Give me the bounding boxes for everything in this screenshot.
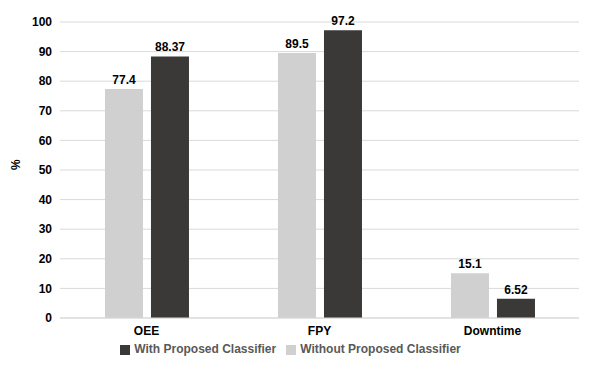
svg-text:OEE: OEE [134, 324, 159, 338]
svg-text:50: 50 [39, 163, 53, 177]
svg-text:77.4: 77.4 [112, 73, 136, 87]
svg-text:100: 100 [32, 15, 52, 29]
svg-text:70: 70 [39, 104, 53, 118]
svg-text:10: 10 [39, 282, 53, 296]
svg-text:%: % [9, 159, 23, 170]
svg-text:6.52: 6.52 [504, 283, 528, 297]
svg-text:89.5: 89.5 [285, 37, 309, 51]
html-text:With Proposed Classifier: With Proposed Classifier [134, 342, 277, 356]
svg-text:80: 80 [39, 74, 53, 88]
svg-text:20: 20 [39, 252, 53, 266]
svg-text:97.2: 97.2 [331, 14, 355, 28]
svg-text:15.1: 15.1 [458, 257, 482, 271]
svg-text:60: 60 [39, 134, 53, 148]
svg-text:30: 30 [39, 222, 53, 236]
svg-text:FPY: FPY [308, 324, 331, 338]
svg-text:90: 90 [39, 45, 53, 59]
svg-text:Downtime: Downtime [464, 324, 522, 338]
html-text:Without Proposed Classifier: Without Proposed Classifier [300, 342, 461, 356]
svg-text:40: 40 [39, 193, 53, 207]
svg-text:88.37: 88.37 [155, 40, 185, 54]
svg-text:0: 0 [45, 311, 52, 325]
